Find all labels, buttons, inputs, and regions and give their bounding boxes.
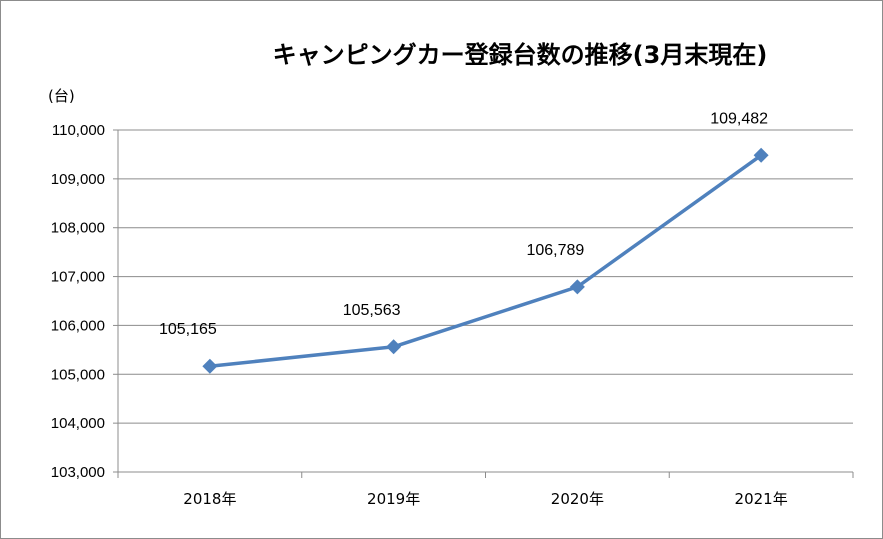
y-tick-label: 106,000	[51, 317, 105, 334]
data-point-marker	[569, 279, 585, 295]
y-tick-label: 108,000	[51, 220, 105, 237]
y-tick-label: 104,000	[51, 415, 105, 432]
y-tick-label: 109,000	[51, 171, 105, 188]
x-tick-label: 2018年	[183, 490, 236, 508]
data-point-marker	[202, 358, 218, 374]
x-tick-label: 2020年	[551, 490, 604, 508]
data-point-marker	[386, 339, 402, 355]
y-axis-unit-label: (台)	[48, 87, 75, 105]
chart-title: キャンピングカー登録台数の推移(3月末現在)	[273, 41, 768, 69]
data-point-marker	[753, 147, 769, 163]
data-label: 105,563	[343, 302, 401, 319]
x-tick-label: 2019年	[367, 490, 420, 508]
y-tick-label: 110,000	[52, 122, 105, 139]
data-label: 106,789	[526, 242, 584, 259]
series-line	[209, 153, 763, 368]
y-tick-label: 105,000	[51, 366, 105, 383]
data-label: 105,165	[159, 321, 217, 338]
x-tick-label: 2021年	[735, 490, 788, 508]
data-label: 109,482	[710, 110, 768, 127]
y-tick-label: 103,000	[51, 464, 105, 481]
y-tick-label: 107,000	[51, 269, 105, 286]
